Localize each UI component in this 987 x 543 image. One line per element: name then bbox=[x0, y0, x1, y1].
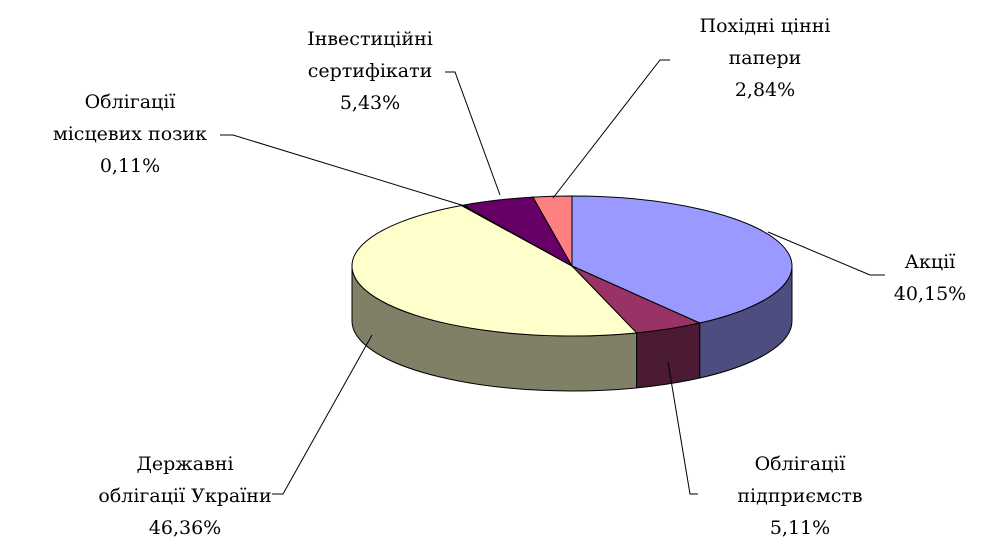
pie-slice bbox=[571, 195, 793, 379]
value-label: 2,84% bbox=[735, 79, 795, 101]
value-label: 40,15% bbox=[894, 283, 966, 305]
pie-slice bbox=[532, 195, 573, 268]
slice-top bbox=[351, 204, 638, 337]
value-label: 0,11% bbox=[100, 155, 160, 177]
leader-line bbox=[767, 231, 885, 276]
leader-line bbox=[667, 361, 698, 495]
leader-line bbox=[552, 59, 670, 199]
slice-label: Державні облігації України bbox=[98, 453, 271, 507]
slice-label: Облігації місцевих позик bbox=[53, 91, 207, 145]
slice-label: Акції bbox=[905, 251, 956, 273]
value-label: 46,36% bbox=[149, 517, 221, 539]
slice-top bbox=[571, 195, 793, 324]
slice-label: Інвестиційні сертифікати bbox=[307, 28, 433, 82]
leader-line bbox=[445, 71, 501, 196]
leader-line bbox=[272, 334, 373, 495]
slice-top bbox=[532, 195, 573, 268]
value-label: 5,11% bbox=[770, 517, 830, 539]
leader-line bbox=[220, 134, 469, 208]
pie-slice bbox=[351, 204, 638, 392]
value-label: 5,43% bbox=[340, 92, 400, 114]
slice-label: Облігації підприємств bbox=[737, 453, 862, 507]
slice-side bbox=[636, 322, 701, 389]
slice-label: Похідні цінні папери bbox=[700, 15, 831, 69]
pie-slice bbox=[571, 265, 702, 389]
